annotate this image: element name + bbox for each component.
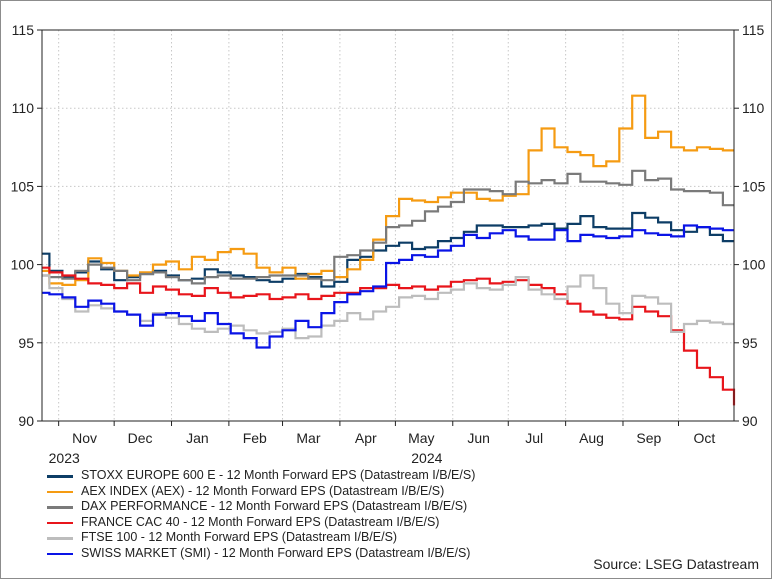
x-tick-label-jul: Jul (525, 430, 543, 446)
y-tick-label-left: 90 (18, 413, 34, 429)
legend-swatch (47, 475, 73, 478)
legend-label: DAX PERFORMANCE - 12 Month Forward EPS (… (81, 499, 468, 513)
x-tick-label-may: May (408, 430, 434, 446)
legend-label: FRANCE CAC 40 - 12 Month Forward EPS (Da… (81, 514, 440, 529)
y-tick-label-left: 115 (12, 22, 35, 38)
series-line-5 (42, 224, 734, 349)
legend-label: STOXX EUROPE 600 E - 12 Month Forward EP… (81, 468, 476, 482)
y-tick-label-left: 110 (12, 100, 35, 116)
legend-label: SWISS MARKET (SMI) - 12 Month Forward EP… (81, 545, 471, 560)
y-tick-label-left: 105 (11, 178, 35, 194)
legend-label: FTSE 100 - 12 Month Forward EPS (Datastr… (81, 530, 398, 544)
year-label-2024: 2024 (411, 450, 442, 466)
x-tick-label-mar: Mar (296, 430, 320, 446)
year-label-2023: 2023 (49, 450, 80, 466)
legend-swatch (47, 537, 73, 540)
x-tick-label-jan: Jan (186, 430, 209, 446)
x-tick-label-oct: Oct (694, 430, 716, 446)
legend-swatch (47, 521, 73, 524)
y-tick-label-left: 100 (11, 257, 35, 273)
y-tick-label-right: 90 (742, 413, 758, 429)
source-note: Source: LSEG Datastream (593, 556, 759, 572)
legend-swatch (47, 490, 73, 493)
y-tick-label-right: 110 (742, 100, 765, 116)
y-tick-label-right: 100 (742, 257, 766, 273)
y-tick-label-right: 115 (742, 22, 765, 38)
legend-swatch (47, 552, 73, 555)
plot-frame (41, 29, 735, 422)
y-tick-label-right: 95 (742, 335, 758, 351)
x-tick-label-apr: Apr (355, 430, 377, 446)
y-tick-label-left: 95 (18, 335, 34, 351)
x-tick-label-sep: Sep (636, 430, 661, 446)
series-line-1 (42, 94, 734, 286)
legend-label: AEX INDEX (AEX) - 12 Month Forward EPS (… (81, 483, 445, 498)
x-tick-label-feb: Feb (243, 430, 267, 446)
x-tick-label-jun: Jun (467, 430, 490, 446)
x-tick-label-nov: Nov (72, 430, 97, 446)
grid (42, 30, 734, 421)
series-lines (42, 94, 736, 406)
series-line-2 (42, 169, 734, 285)
series-line-3 (42, 266, 736, 406)
x-tick-label-aug: Aug (579, 430, 604, 446)
axes: 90 90 95 95 100 100 105 105 110 110 115 115 Nov Dec Ja… (11, 22, 766, 466)
x-tick-label-dec: Dec (128, 430, 153, 446)
y-tick-label-right: 105 (742, 178, 766, 194)
legend-swatch (47, 506, 73, 509)
series-line-0 (42, 211, 734, 288)
